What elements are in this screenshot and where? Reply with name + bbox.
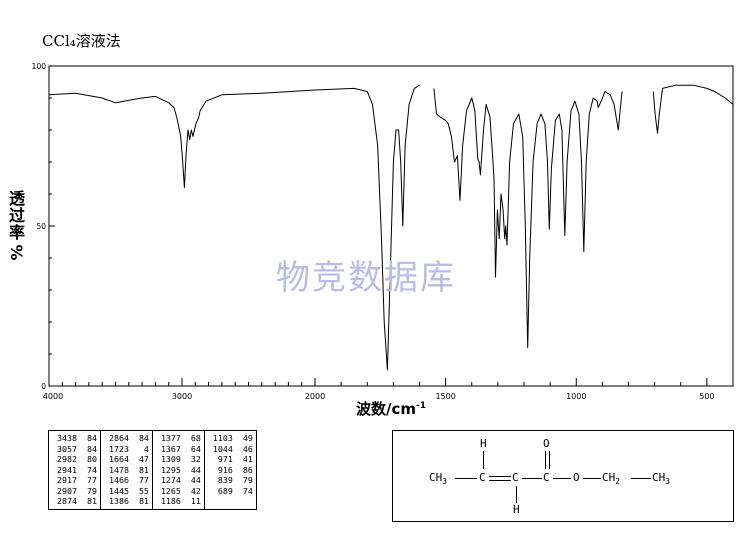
peak-entry: 2874 81 xyxy=(57,496,97,506)
peak-entry: 1377 68 xyxy=(160,433,201,443)
peak-table-column: 1103 49 1044 46 971 41 916 86 839 79 689 … xyxy=(203,430,257,510)
spectrum-line xyxy=(652,84,734,134)
atom-o-carbonyl: O xyxy=(543,437,550,450)
peak-entry: 2941 74 xyxy=(57,464,97,475)
spectrum-line xyxy=(48,84,420,371)
bond-c2-h xyxy=(516,486,517,503)
watermark: 物竞数据库 xyxy=(276,258,456,298)
atom-ch2: CH2 xyxy=(602,471,621,487)
x-axis-title-text: 波数/cm xyxy=(356,400,417,418)
peak-entry: 971 41 xyxy=(212,454,253,464)
peak-entry: 1274 44 xyxy=(160,475,201,485)
peak-entry: 1478 81 xyxy=(108,464,149,475)
bond-3 xyxy=(553,478,571,479)
y-axis-ticks: 0 50 100 xyxy=(32,62,55,391)
peak-entry: 1265 42 xyxy=(160,485,201,496)
atom-c2: C xyxy=(512,471,519,484)
peak-entry: 3438 84 xyxy=(57,433,97,443)
x-tick-label: 4000 xyxy=(43,392,63,401)
x-tick-label: 3000 xyxy=(172,392,192,401)
y-axis-title-text: 透过率 xyxy=(6,190,25,241)
peak-entry: 1445 55 xyxy=(108,485,149,496)
x-axis-exponent: -1 xyxy=(416,401,427,411)
peak-entry: 2907 79 xyxy=(57,485,97,496)
peak-entry: 1723 4 xyxy=(108,443,149,454)
carbonyl-bond-b xyxy=(549,451,550,469)
y-axis-title: 透过率 % xyxy=(6,190,28,262)
bond-4 xyxy=(583,478,601,479)
bond-c1-h xyxy=(483,451,484,469)
y-tick-label: 100 xyxy=(32,62,47,71)
peak-entry: 1466 77 xyxy=(108,475,149,485)
bond-5 xyxy=(631,478,651,479)
peak-entry: 3057 84 xyxy=(57,443,97,454)
atom-h-c1: H xyxy=(480,437,487,450)
peak-entry: 2982 80 xyxy=(57,454,97,464)
atom-h-c2: H xyxy=(513,503,520,516)
double-bond-a xyxy=(489,476,511,477)
double-bond-b xyxy=(489,480,511,481)
peak-entry: 839 79 xyxy=(212,475,253,485)
peak-entry: 1044 46 xyxy=(212,443,253,454)
spectrum-line xyxy=(433,88,623,349)
carbonyl-bond-a xyxy=(545,451,546,469)
x-tick-label: 500 xyxy=(699,392,714,401)
x-axis-title: 波数/cm-1 xyxy=(356,398,426,419)
bond-2 xyxy=(522,478,542,479)
x-axis-ticks: 4000 3000 2000 1500 1000 500 xyxy=(43,378,715,401)
x-tick-label: 1500 xyxy=(435,392,455,401)
peak-table: 3438 84 3057 84 2982 80 2941 74 2917 77 2907 … xyxy=(48,430,257,510)
peak-table-row: 3438 84 3057 84 2982 80 2941 74 2917 77 2907 … xyxy=(48,430,257,510)
peak-table-column: 2864 84 1723 4 1664 47 1478 81 1466 77 1445 5… xyxy=(99,430,153,510)
x-tick-label: 2000 xyxy=(305,392,325,401)
y-axis-unit: % xyxy=(7,244,27,261)
atom-ch3-right: CH3 xyxy=(652,471,671,487)
ir-spectrum-chart: 4000 3000 2000 1500 1000 500 0 50 100 xyxy=(32,62,734,401)
y-tick-label: 50 xyxy=(36,222,46,231)
peak-entry: 1664 47 xyxy=(108,454,149,464)
atom-ch3-left: CH3 xyxy=(429,471,448,487)
bond-1 xyxy=(455,478,477,479)
atom-o-ester: O xyxy=(573,471,580,484)
peak-entry: 1309 32 xyxy=(160,454,201,464)
peak-entry: 689 74 xyxy=(212,485,253,496)
peak-entry: 1295 44 xyxy=(160,464,201,475)
peak-table-column: 1377 68 1367 64 1309 32 1295 44 1274 44 1265 … xyxy=(151,430,205,510)
peak-entry: 2864 84 xyxy=(108,433,149,443)
peak-entry: 1367 64 xyxy=(160,443,201,454)
peak-entry: 1186 11 xyxy=(160,496,201,506)
atom-c1: C xyxy=(479,471,486,484)
plot-frame xyxy=(48,65,734,387)
method-label: CCl₄溶液法 xyxy=(42,32,121,50)
atom-c3: C xyxy=(543,471,550,484)
peak-entry: 1103 49 xyxy=(212,433,253,443)
peak-entry: 1386 81 xyxy=(108,496,149,506)
spectrum-line-group xyxy=(48,84,734,371)
chemical-structure: CH3 C H C H C O O CH2 CH3 xyxy=(392,430,734,522)
y-tick-label: 0 xyxy=(41,382,46,391)
x-tick-label: 1000 xyxy=(566,392,586,401)
peak-table-column: 3438 84 3057 84 2982 80 2941 74 2917 77 2907 … xyxy=(48,430,101,510)
peak-entry: 916 86 xyxy=(212,464,253,475)
peak-entry: 2917 77 xyxy=(57,475,97,485)
